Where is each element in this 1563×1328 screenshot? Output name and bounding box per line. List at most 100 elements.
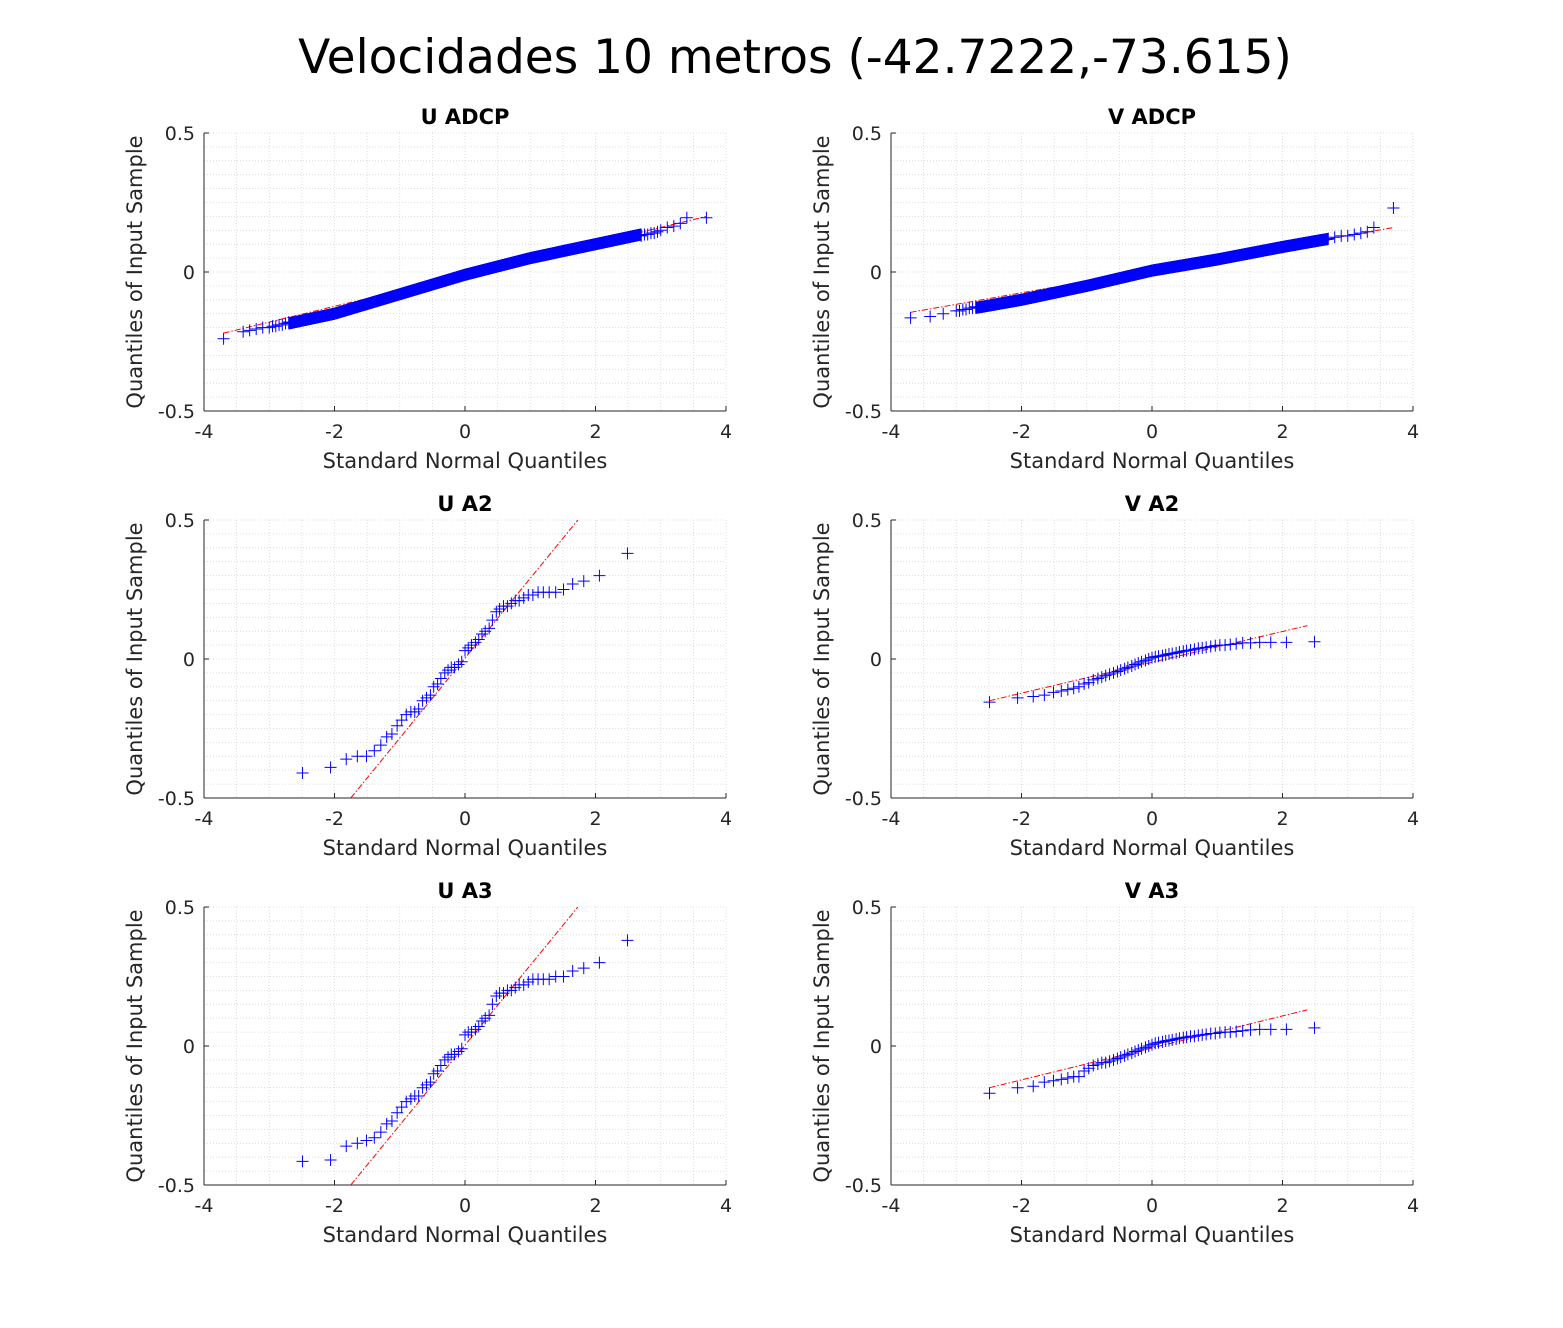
subplot-v-adcp: -4 -2 0 2 4 -0.5 0 0.5 V ADCP Standard Normal Qua…	[810, 105, 1419, 473]
data-point	[282, 316, 295, 329]
data-point	[1087, 673, 1100, 686]
data-point	[400, 1095, 413, 1108]
y-tick-label: -0.5	[845, 788, 882, 810]
data-point	[380, 730, 393, 743]
y-axis-label: Quantiles of Input Sample	[810, 909, 834, 1182]
subplot-title: U A2	[437, 492, 492, 516]
x-tick-label: 0	[459, 1195, 471, 1217]
data-point	[452, 658, 465, 671]
data-point	[400, 708, 413, 721]
data-point	[1149, 650, 1162, 663]
data-point	[243, 324, 256, 337]
data-point	[1125, 659, 1138, 672]
subplot-u-a2: -4 -2 0 2 4 -0.5 0 0.5 U A2 Standard Normal Quant…	[123, 492, 732, 860]
data-point	[1111, 1052, 1124, 1065]
data-point	[549, 586, 562, 599]
figure-title: Velocidades 10 metros (-42.7222,-73.615)	[298, 30, 1292, 85]
y-tick-label: 0.5	[852, 897, 882, 919]
data-point	[621, 934, 634, 947]
data-point	[1047, 686, 1060, 699]
data-point	[517, 978, 530, 991]
data-point	[424, 1076, 437, 1089]
data-point	[279, 317, 292, 330]
data-point	[904, 311, 917, 324]
y-tick-label: -0.5	[845, 401, 882, 423]
data-point	[557, 970, 570, 983]
y-tick-label: -0.5	[158, 401, 195, 423]
data-point	[522, 976, 535, 989]
x-tick-label: 4	[720, 421, 732, 443]
y-tick-label: -0.5	[158, 788, 195, 810]
data-point	[1264, 636, 1277, 649]
x-tick-label: -4	[195, 1195, 214, 1217]
subplot-u-a3: -4 -2 0 2 4 -0.5 0 0.5 U A3 Standard Normal Quant…	[123, 879, 732, 1247]
data-point	[469, 636, 482, 649]
data-point	[351, 1137, 364, 1150]
data-point	[296, 1155, 309, 1168]
data-point	[296, 766, 309, 779]
subplot-title: V A2	[1125, 492, 1179, 516]
data-point	[1061, 683, 1074, 696]
data-point	[960, 303, 973, 316]
y-tick-label: -0.5	[158, 1175, 195, 1197]
data-point	[385, 728, 398, 741]
data-point	[566, 964, 579, 977]
data-point	[661, 221, 674, 234]
data-point	[1078, 1065, 1091, 1078]
data-points	[983, 635, 1321, 709]
x-tick-label: -2	[1012, 1195, 1031, 1217]
data-point	[1118, 662, 1131, 675]
y-axis-label: Quantiles of Input Sample	[810, 135, 834, 408]
data-point	[442, 1051, 455, 1064]
data-point	[1280, 636, 1293, 649]
data-points	[296, 934, 634, 1168]
x-tick-label: -4	[882, 808, 901, 830]
data-point	[250, 322, 263, 335]
data-point	[1038, 1076, 1051, 1089]
data-point	[360, 750, 373, 763]
data-point	[953, 304, 966, 317]
data-point	[635, 229, 648, 242]
data-point	[395, 714, 408, 727]
data-point	[1280, 1023, 1293, 1036]
data-point	[1072, 1070, 1085, 1083]
data-point	[431, 678, 444, 691]
x-tick-label: 2	[589, 1195, 601, 1217]
data-point	[452, 1045, 465, 1058]
data-point	[1162, 647, 1175, 660]
data-point	[1200, 1028, 1213, 1041]
data-point	[1072, 680, 1085, 693]
data-point	[1322, 232, 1335, 245]
x-axis-label: Standard Normal Quantiles	[1010, 836, 1295, 860]
subplot-title: V A3	[1125, 879, 1179, 903]
x-tick-label: -4	[195, 421, 214, 443]
x-tick-label: 0	[1146, 1195, 1158, 1217]
data-point	[438, 666, 451, 679]
data-point	[577, 962, 590, 975]
y-tick-label: 0	[870, 649, 882, 671]
plot-area	[983, 1009, 1321, 1100]
data-point	[1047, 1074, 1060, 1087]
x-tick-label: 2	[589, 421, 601, 443]
x-tick-label: -4	[882, 421, 901, 443]
data-point	[1177, 1031, 1190, 1044]
data-point	[1129, 658, 1142, 671]
x-tick-label: 4	[1407, 1195, 1419, 1217]
data-point	[472, 1020, 485, 1033]
data-points	[904, 202, 1400, 324]
data-point	[374, 1126, 387, 1139]
data-point	[1236, 1024, 1249, 1037]
data-point	[1129, 1045, 1142, 1058]
data-point	[1139, 1041, 1152, 1054]
data-point	[391, 1106, 404, 1119]
data-point	[1170, 1033, 1183, 1046]
plot-area	[904, 202, 1400, 324]
data-point	[1142, 653, 1155, 665]
plot-area	[983, 625, 1321, 709]
data-point	[654, 224, 667, 237]
plot-area	[296, 520, 634, 798]
data-point	[368, 1131, 381, 1144]
x-tick-label: -2	[1012, 808, 1031, 830]
data-point	[566, 577, 579, 590]
subplot-title: U ADCP	[421, 105, 510, 129]
